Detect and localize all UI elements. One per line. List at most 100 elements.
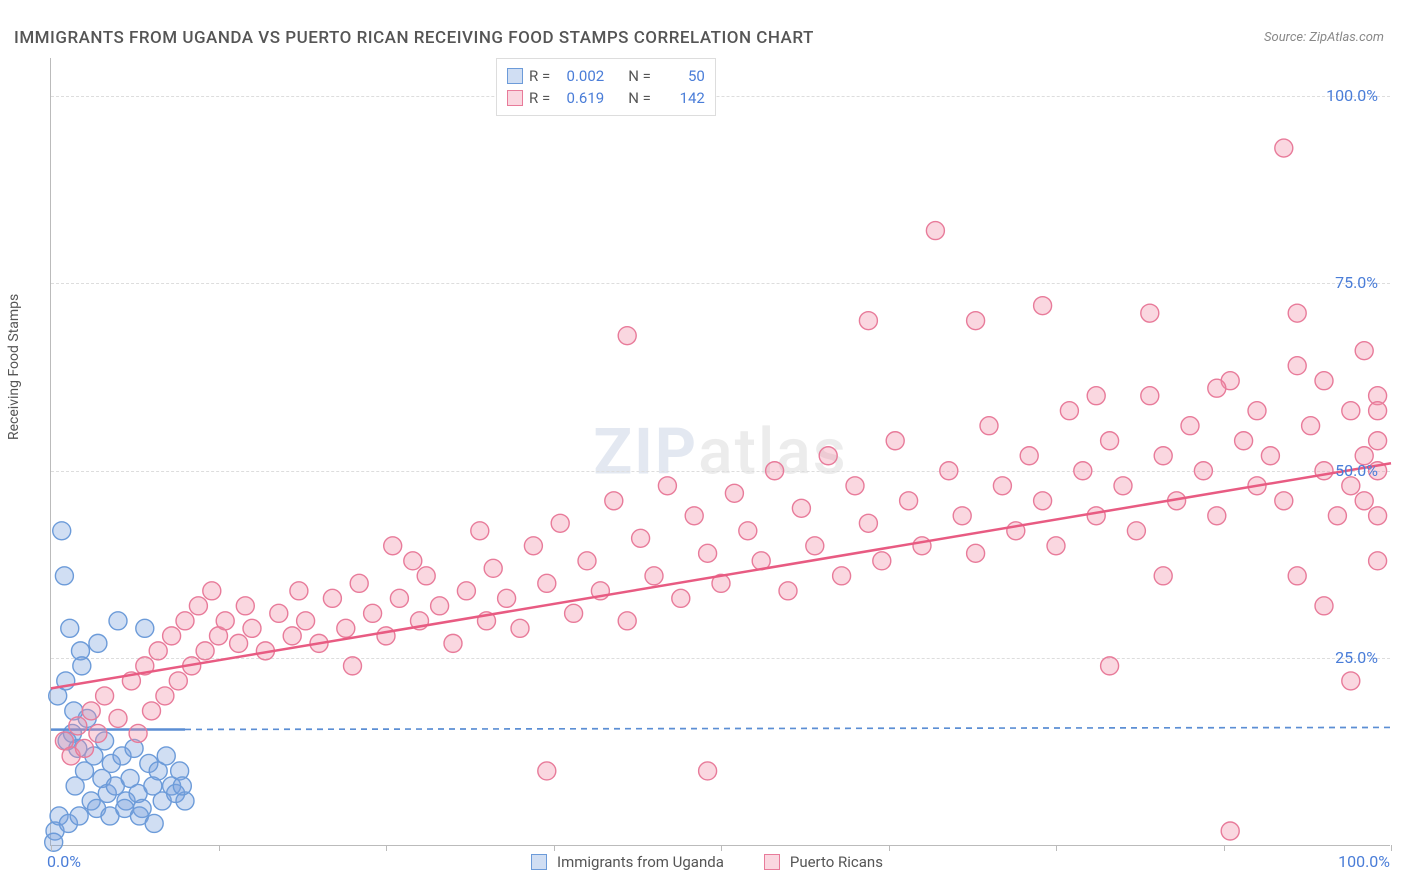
scatter-point-puerto_rican: [886, 432, 904, 450]
scatter-point-puerto_rican: [69, 717, 87, 735]
scatter-point-uganda: [45, 833, 63, 851]
scatter-point-puerto_rican: [1087, 507, 1105, 525]
scatter-point-puerto_rican: [1060, 402, 1078, 420]
scatter-point-puerto_rican: [792, 499, 810, 517]
scatter-point-puerto_rican: [967, 544, 985, 562]
scatter-point-puerto_rican: [1141, 387, 1159, 405]
y-tick-label: 25.0%: [1335, 648, 1378, 667]
scatter-point-puerto_rican: [1047, 537, 1065, 555]
scatter-point-puerto_rican: [1114, 477, 1132, 495]
scatter-point-puerto_rican: [96, 687, 114, 705]
scatter-point-puerto_rican: [344, 657, 362, 675]
n-value: 50: [657, 65, 705, 87]
scatter-point-puerto_rican: [1235, 432, 1253, 450]
scatter-point-puerto_rican: [129, 724, 147, 742]
scatter-point-uganda: [61, 619, 79, 637]
scatter-point-uganda: [55, 567, 73, 585]
scatter-point-puerto_rican: [163, 627, 181, 645]
scatter-point-puerto_rican: [196, 642, 214, 660]
scatter-point-puerto_rican: [323, 589, 341, 607]
swatch-uganda: [507, 68, 523, 84]
scatter-point-uganda: [145, 814, 163, 832]
scatter-point-puerto_rican: [1315, 597, 1333, 615]
scatter-point-puerto_rican: [632, 529, 650, 547]
scatter-point-puerto_rican: [833, 567, 851, 585]
scatter-point-puerto_rican: [725, 484, 743, 502]
scatter-point-puerto_rican: [685, 507, 703, 525]
scatter-point-puerto_rican: [471, 522, 489, 540]
scatter-point-puerto_rican: [819, 447, 837, 465]
scatter-point-puerto_rican: [1221, 822, 1239, 840]
scatter-point-puerto_rican: [1194, 462, 1212, 480]
x-tick: [386, 845, 387, 851]
swatch-puerto_rican: [507, 90, 523, 106]
scatter-point-puerto_rican: [618, 327, 636, 345]
chart-container: IMMIGRANTS FROM UGANDA VS PUERTO RICAN R…: [0, 0, 1406, 892]
trend-line-uganda-dashed: [185, 727, 1391, 729]
scatter-point-puerto_rican: [1355, 342, 1373, 360]
scatter-point-puerto_rican: [551, 514, 569, 532]
plot-area: ZIPatlas R =0.002N =50R =0.619N =142 25.…: [50, 58, 1390, 846]
swatch-puerto_rican: [764, 854, 780, 870]
scatter-point-puerto_rican: [1261, 447, 1279, 465]
scatter-point-puerto_rican: [230, 634, 248, 652]
x-label-left: 0.0%: [47, 852, 81, 871]
scatter-point-puerto_rican: [993, 477, 1011, 495]
scatter-point-puerto_rican: [1288, 304, 1306, 322]
scatter-point-puerto_rican: [1369, 507, 1387, 525]
scatter-point-puerto_rican: [1355, 492, 1373, 510]
scatter-point-puerto_rican: [1328, 507, 1346, 525]
scatter-point-puerto_rican: [578, 552, 596, 570]
y-axis-label: Receiving Food Stamps: [6, 294, 22, 440]
scatter-point-puerto_rican: [859, 514, 877, 532]
scatter-point-puerto_rican: [1208, 379, 1226, 397]
swatch-uganda: [531, 854, 547, 870]
scatter-point-puerto_rican: [1315, 372, 1333, 390]
r-value: 0.002: [556, 65, 604, 87]
scatter-point-puerto_rican: [457, 582, 475, 600]
scatter-point-puerto_rican: [699, 544, 717, 562]
x-tick: [1224, 845, 1225, 851]
scatter-point-puerto_rican: [1034, 297, 1052, 315]
scatter-point-puerto_rican: [1141, 304, 1159, 322]
scatter-point-puerto_rican: [511, 619, 529, 637]
r-label: R =: [529, 87, 550, 109]
scatter-point-puerto_rican: [149, 642, 167, 660]
stats-legend: R =0.002N =50R =0.619N =142: [496, 58, 716, 116]
x-label-right: 100.0%: [1338, 852, 1390, 871]
scatter-point-puerto_rican: [524, 537, 542, 555]
scatter-point-puerto_rican: [980, 417, 998, 435]
scatter-point-puerto_rican: [940, 462, 958, 480]
scatter-point-puerto_rican: [1369, 432, 1387, 450]
scatter-point-puerto_rican: [699, 762, 717, 780]
scatter-point-puerto_rican: [1020, 447, 1038, 465]
scatter-point-puerto_rican: [243, 619, 261, 637]
scatter-point-puerto_rican: [203, 582, 221, 600]
scatter-point-puerto_rican: [779, 582, 797, 600]
scatter-point-puerto_rican: [1342, 672, 1360, 690]
trend-line-puerto_rican: [51, 463, 1391, 688]
scatter-point-puerto_rican: [109, 709, 127, 727]
y-tick-label: 100.0%: [1326, 86, 1378, 105]
scatter-point-uganda: [109, 612, 127, 630]
scatter-point-puerto_rican: [1208, 507, 1226, 525]
scatter-point-puerto_rican: [538, 762, 556, 780]
scatter-point-puerto_rican: [236, 597, 254, 615]
x-tick: [1056, 845, 1057, 851]
scatter-point-puerto_rican: [1181, 417, 1199, 435]
x-tick: [554, 845, 555, 851]
scatter-point-puerto_rican: [1154, 567, 1172, 585]
n-label: N =: [628, 65, 651, 87]
scatter-point-puerto_rican: [143, 702, 161, 720]
scatter-point-puerto_rican: [390, 589, 408, 607]
scatter-point-puerto_rican: [900, 492, 918, 510]
scatter-point-puerto_rican: [538, 574, 556, 592]
scatter-point-puerto_rican: [1154, 447, 1172, 465]
chart-title: IMMIGRANTS FROM UGANDA VS PUERTO RICAN R…: [14, 28, 814, 48]
n-label: N =: [628, 87, 651, 109]
scatter-point-puerto_rican: [156, 687, 174, 705]
x-tick: [721, 845, 722, 851]
scatter-point-uganda: [173, 777, 191, 795]
scatter-point-puerto_rican: [618, 612, 636, 630]
scatter-point-puerto_rican: [1275, 139, 1293, 157]
